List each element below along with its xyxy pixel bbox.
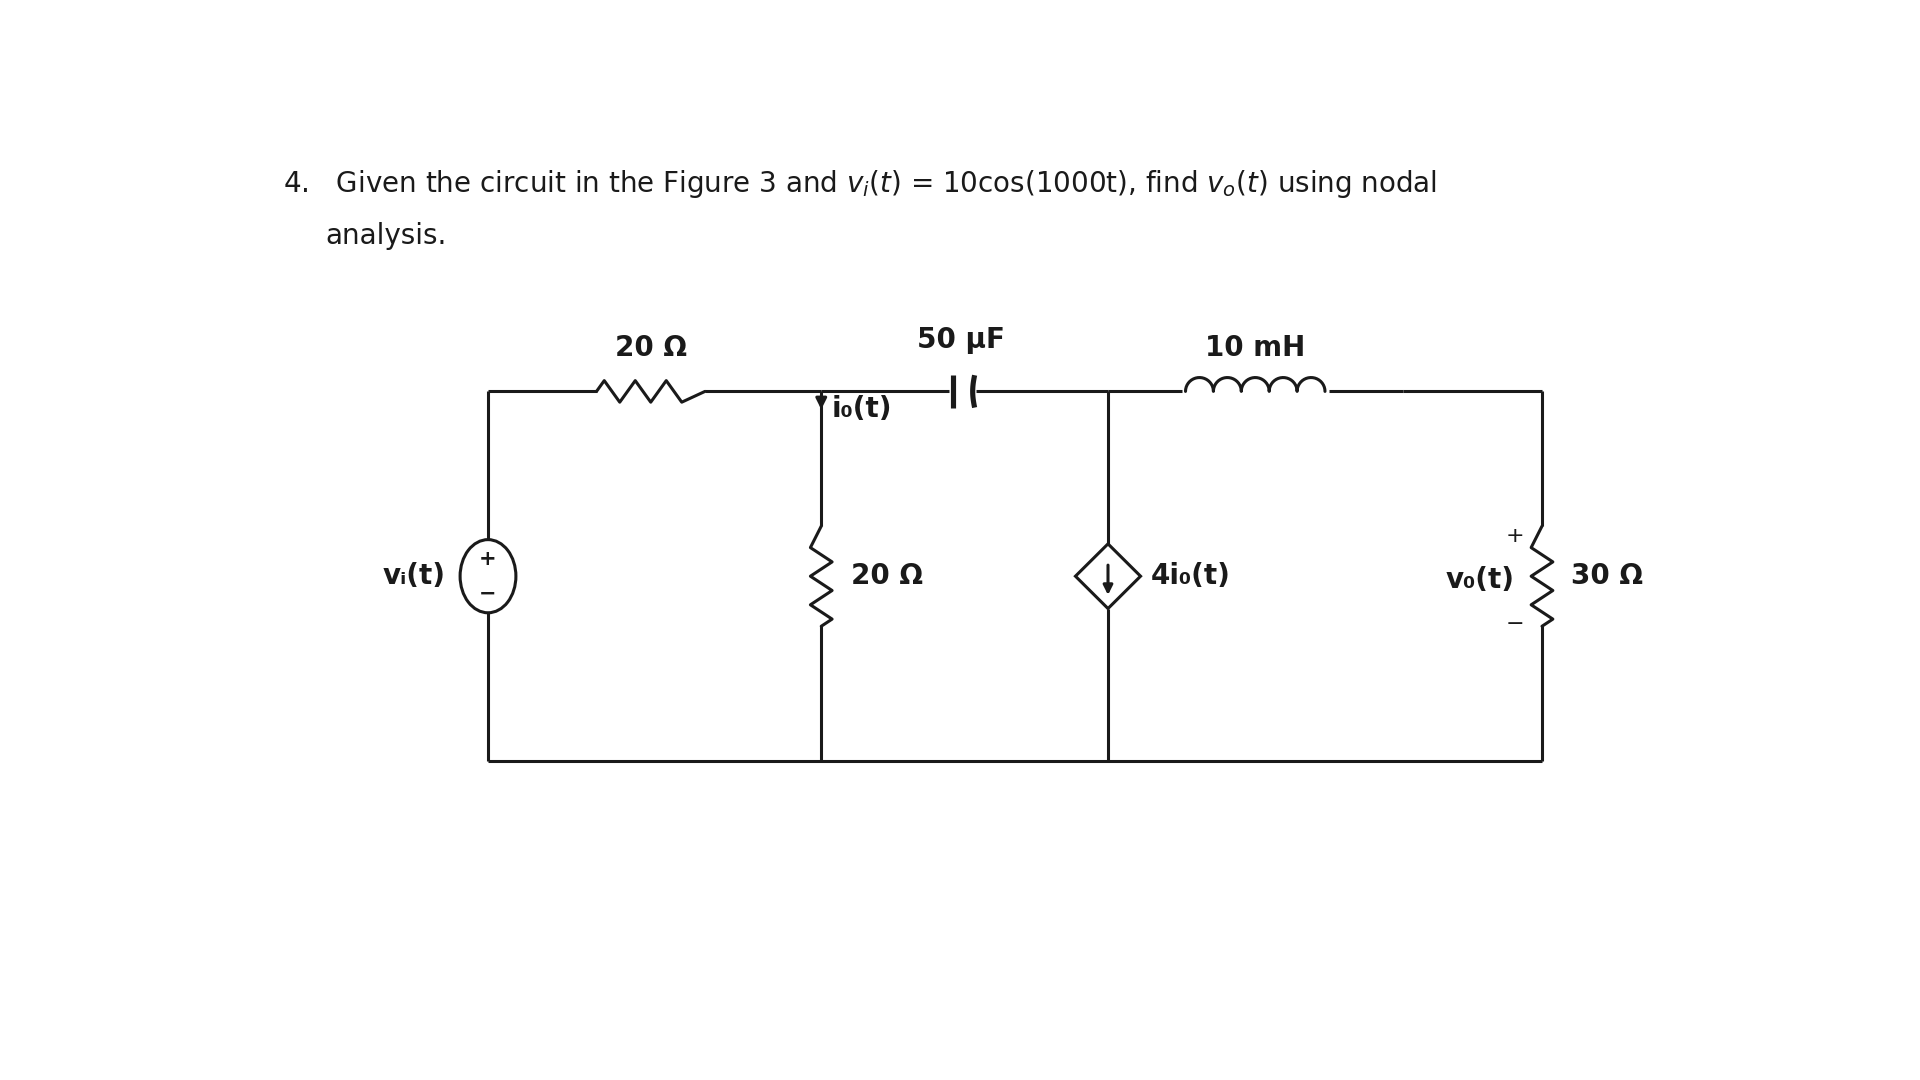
Text: +: + [480, 550, 497, 569]
Text: −: − [1505, 613, 1524, 634]
Text: 30 Ω: 30 Ω [1571, 563, 1644, 590]
Text: 20 Ω: 20 Ω [851, 563, 924, 590]
Text: analysis.: analysis. [324, 222, 447, 249]
Text: +: + [1505, 526, 1524, 546]
Text: 4.   Given the circuit in the Figure 3 and $v_i(t)$ = 10cos(1000t), find $v_o(t): 4. Given the circuit in the Figure 3 and… [282, 168, 1436, 200]
Text: v₀(t): v₀(t) [1446, 566, 1515, 594]
Text: 10 mH: 10 mH [1206, 334, 1306, 362]
Text: i₀(t): i₀(t) [831, 395, 893, 423]
Text: vᵢ(t): vᵢ(t) [382, 563, 445, 590]
Text: 20 Ω: 20 Ω [614, 334, 687, 362]
Text: −: − [480, 583, 497, 603]
Text: 4i₀(t): 4i₀(t) [1150, 563, 1231, 590]
Text: 50 μF: 50 μF [918, 326, 1004, 354]
